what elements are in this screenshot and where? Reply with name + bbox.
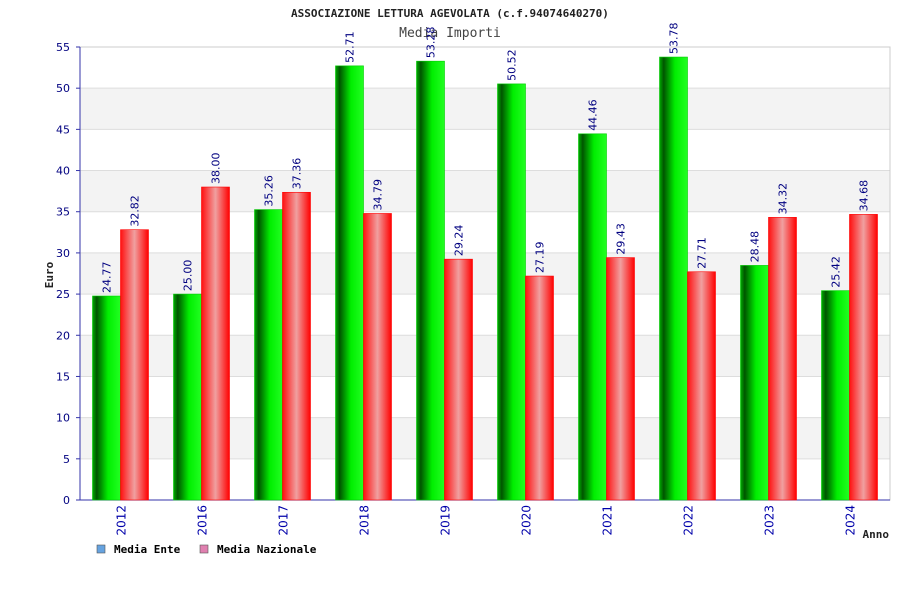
y-tick-label: 35 (56, 206, 70, 219)
bar-media-ente-2017 (254, 209, 283, 501)
bar-media-ente-2024 (821, 290, 850, 501)
y-axis-title: Euro (43, 261, 56, 288)
value-label: 25.42 (830, 256, 843, 288)
value-label: 32.82 (129, 195, 142, 227)
x-tick-label: 2016 (196, 505, 210, 536)
x-axis-ticks: 2012 2016 2017 2018 2019 2020 2021 2022 2023 2024 (115, 505, 858, 536)
y-tick-label: 10 (56, 412, 70, 425)
x-tick-label: 2021 (601, 505, 615, 536)
value-label: 37.36 (291, 158, 304, 190)
value-label: 38.00 (210, 153, 223, 185)
x-tick-label: 2017 (277, 505, 291, 536)
value-label: 52.71 (344, 31, 357, 63)
x-tick-label: 2012 (115, 505, 129, 536)
value-label: 44.46 (587, 99, 600, 131)
y-tick-label: 25 (56, 288, 70, 301)
bar-media-ente-2019 (416, 60, 445, 501)
bar-media-nazionale-2016 (201, 186, 230, 501)
bar-media-ente-2022 (659, 56, 688, 501)
value-label: 34.32 (777, 183, 790, 215)
value-labels: 24.77 32.82 25.00 38.00 35.26 37.36 52.71 34.79… (101, 23, 871, 293)
y-tick-label: 50 (56, 82, 70, 95)
value-label: 50.52 (506, 49, 519, 81)
bar-media-nazionale-2017 (282, 191, 311, 501)
y-tick-label: 15 (56, 370, 70, 383)
bar-media-nazionale-2020 (525, 275, 554, 501)
value-label: 35.26 (263, 175, 276, 207)
bar-media-ente-2016 (173, 293, 202, 501)
legend-swatch (96, 544, 106, 554)
value-label: 27.19 (534, 242, 547, 274)
bar-media-nazionale-2024 (849, 214, 878, 501)
legend-label: Media Nazionale (217, 543, 317, 556)
bar-media-ente-2018 (335, 65, 364, 501)
value-label: 25.00 (182, 260, 195, 292)
y-tick-label: 0 (63, 494, 70, 507)
value-label: 34.68 (858, 180, 871, 212)
x-axis-title: Anno (863, 528, 890, 541)
value-label: 27.71 (696, 237, 709, 269)
y-tick-label: 45 (56, 123, 70, 136)
x-tick-label: 2022 (682, 505, 696, 536)
bar-media-ente-2012 (92, 295, 121, 501)
value-label: 24.77 (101, 261, 114, 293)
y-tick-label: 30 (56, 247, 70, 260)
grid-band (80, 88, 890, 130)
bar-media-nazionale-2021 (606, 257, 635, 501)
x-tick-label: 2024 (844, 505, 858, 536)
bar-media-ente-2023 (740, 265, 769, 501)
bar-media-nazionale-2018 (363, 213, 392, 501)
bar-media-nazionale-2019 (444, 258, 473, 501)
x-tick-label: 2023 (763, 505, 777, 536)
value-label: 29.24 (453, 225, 466, 257)
value-label: 29.43 (615, 223, 628, 255)
legend: Media Ente Media Nazionale (96, 543, 317, 556)
value-label: 53.78 (668, 23, 681, 55)
x-tick-label: 2020 (520, 505, 534, 536)
legend-label: Media Ente (114, 543, 181, 556)
y-axis-ticks: 0 5 10 15 20 25 30 35 40 45 50 55 (56, 41, 80, 507)
y-tick-label: 40 (56, 165, 70, 178)
value-label: 28.48 (749, 231, 762, 263)
chart-title: ASSOCIAZIONE LETTURA AGEVOLATA (c.f.9407… (291, 7, 609, 20)
bar-media-ente-2020 (497, 83, 526, 501)
y-tick-label: 5 (63, 453, 70, 466)
bar-media-nazionale-2023 (768, 217, 797, 501)
y-tick-label: 55 (56, 41, 70, 54)
x-tick-label: 2018 (358, 505, 372, 536)
x-tick-label: 2019 (439, 505, 453, 536)
bar-media-nazionale-2012 (120, 229, 149, 501)
y-tick-label: 20 (56, 329, 70, 342)
legend-swatch (199, 544, 209, 554)
bar-media-nazionale-2022 (687, 271, 716, 501)
value-label: 53.28 (425, 27, 438, 59)
value-label: 34.79 (372, 179, 385, 211)
bar-media-ente-2021 (578, 133, 607, 501)
bars (92, 56, 878, 501)
chart-subtitle: Media Importi (399, 26, 501, 41)
